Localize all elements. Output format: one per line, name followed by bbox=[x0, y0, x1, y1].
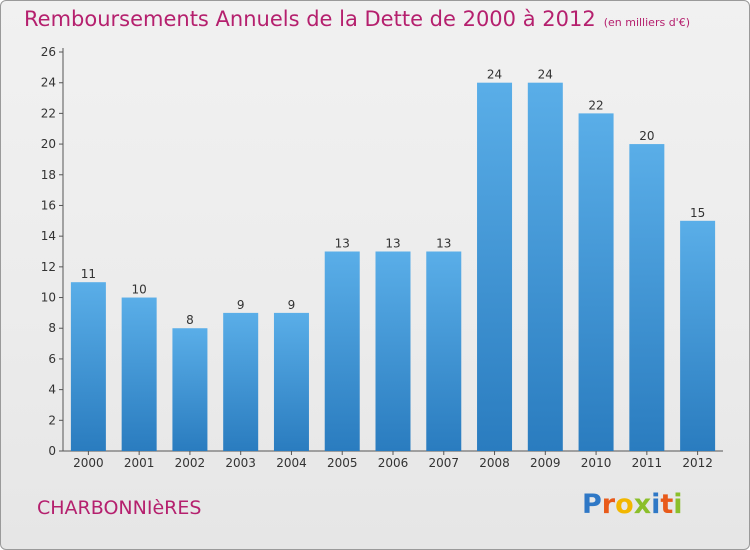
x-tick-label: 2007 bbox=[428, 456, 459, 470]
bar-2012 bbox=[680, 220, 716, 451]
data-label-2009: 24 bbox=[538, 68, 553, 82]
y-tick-label: 20 bbox=[41, 137, 56, 151]
title-unit: (en milliers d'€) bbox=[603, 16, 690, 29]
x-tick-label: 2001 bbox=[124, 456, 155, 470]
bar-2010 bbox=[578, 113, 614, 451]
logo-letter: i bbox=[651, 489, 661, 520]
bar-2009 bbox=[527, 82, 563, 451]
x-tick-label: 2009 bbox=[530, 456, 561, 470]
y-tick-label: 24 bbox=[41, 76, 56, 90]
chart-title: Remboursements Annuels de la Dette de 20… bbox=[24, 7, 690, 31]
data-label-2011: 20 bbox=[639, 129, 654, 143]
x-tick-label: 2004 bbox=[276, 456, 307, 470]
bar-2006 bbox=[375, 251, 411, 451]
y-tick-label: 4 bbox=[48, 383, 56, 397]
bars-group bbox=[70, 82, 716, 452]
data-label-2010: 22 bbox=[588, 98, 603, 112]
x-tick-label: 2002 bbox=[175, 456, 206, 470]
bar-2011 bbox=[629, 144, 665, 452]
data-label-2008: 24 bbox=[487, 68, 502, 82]
data-label-2006: 13 bbox=[385, 237, 400, 251]
city-name: CHARBONNIèRES bbox=[37, 497, 202, 519]
x-tick-label: 2003 bbox=[225, 456, 256, 470]
data-label-2001: 10 bbox=[132, 283, 147, 297]
logo-letter: i bbox=[673, 489, 683, 520]
y-tick-label: 6 bbox=[48, 352, 56, 366]
y-tick-label: 10 bbox=[41, 291, 56, 305]
x-tick-label: 2008 bbox=[479, 456, 510, 470]
bar-2001 bbox=[121, 297, 157, 451]
y-tick-label: 2 bbox=[48, 413, 56, 427]
data-label-2005: 13 bbox=[335, 237, 350, 251]
bar-2005 bbox=[324, 251, 360, 451]
y-tick-label: 14 bbox=[41, 229, 56, 243]
y-tick-label: 26 bbox=[41, 45, 56, 59]
x-axis: 2000 2001 2002 2003 2004 2005 2006 2007 2008 2009… bbox=[63, 450, 723, 470]
bar-2003 bbox=[223, 312, 259, 451]
y-tick-label: 22 bbox=[41, 106, 56, 120]
proxiti-logo: Proxiti bbox=[582, 489, 683, 520]
bar-2007 bbox=[426, 251, 462, 451]
data-label-2000: 11 bbox=[81, 267, 96, 281]
x-tick-label: 2005 bbox=[327, 456, 358, 470]
data-labels-group: 11 10 8 9 9 13 13 13 24 24 22 20 15 bbox=[81, 68, 706, 328]
x-tick-label: 2010 bbox=[581, 456, 612, 470]
data-label-2012: 15 bbox=[690, 206, 705, 220]
bar-2004 bbox=[273, 312, 309, 451]
bar-2002 bbox=[172, 328, 208, 451]
x-tick-label: 2000 bbox=[73, 456, 104, 470]
bar-2000 bbox=[70, 282, 106, 451]
logo-letter: t bbox=[660, 489, 674, 520]
y-tick-label: 16 bbox=[41, 198, 56, 212]
data-label-2002: 8 bbox=[186, 313, 194, 327]
y-tick-label: 0 bbox=[48, 444, 56, 458]
y-tick-label: 8 bbox=[48, 321, 56, 335]
x-tick-label: 2012 bbox=[682, 456, 713, 470]
data-label-2004: 9 bbox=[288, 298, 296, 312]
logo-letter: x bbox=[633, 489, 652, 520]
x-tick-label: 2011 bbox=[632, 456, 663, 470]
logo-letter: r bbox=[601, 489, 616, 520]
data-label-2007: 13 bbox=[436, 237, 451, 251]
data-label-2003: 9 bbox=[237, 298, 245, 312]
logo-letter: o bbox=[615, 489, 634, 520]
bar-2008 bbox=[477, 82, 513, 451]
title-text: Remboursements Annuels de la Dette de 20… bbox=[24, 7, 596, 31]
y-tick-label: 12 bbox=[41, 260, 56, 274]
logo-letter: P bbox=[582, 489, 602, 520]
x-tick-label: 2006 bbox=[378, 456, 409, 470]
y-tick-label: 18 bbox=[41, 168, 56, 182]
